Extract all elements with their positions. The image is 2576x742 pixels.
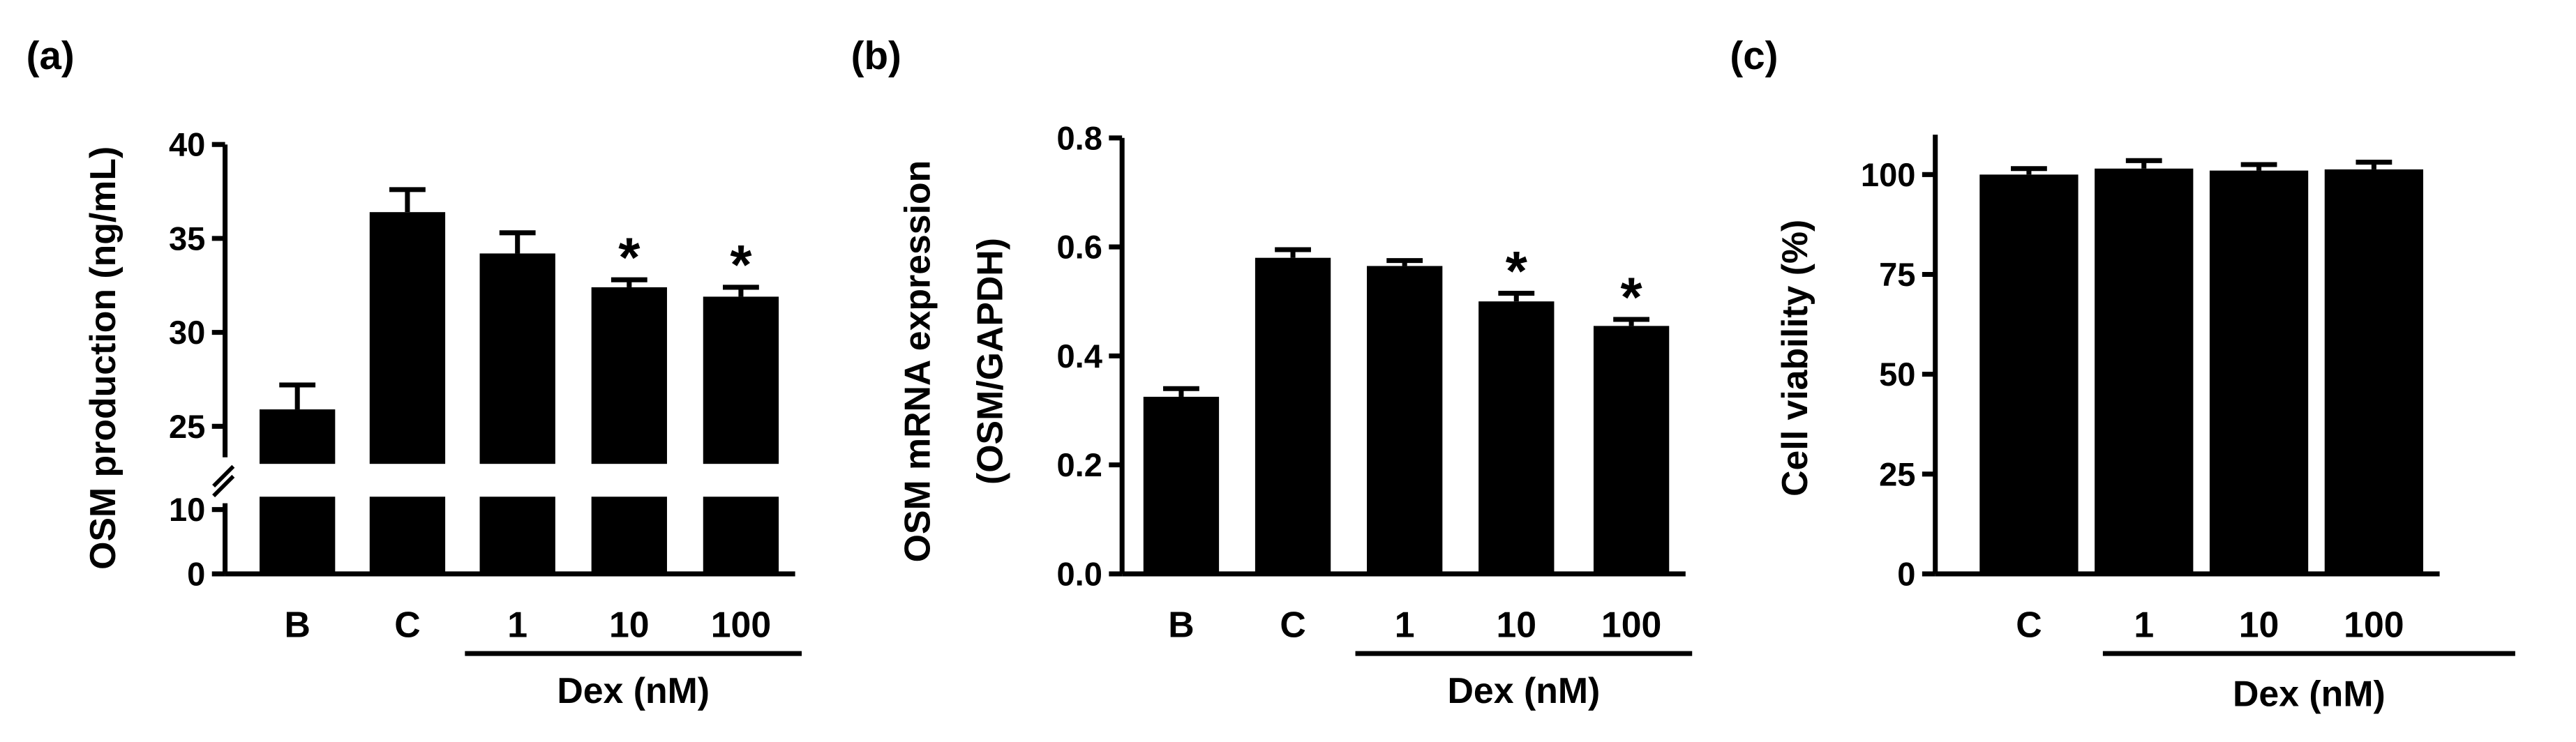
y-tick-label: 25 <box>169 408 205 445</box>
bar <box>1367 266 1443 574</box>
significance-marker: * <box>618 226 641 288</box>
group-label: Dex (nM) <box>1448 670 1601 711</box>
x-tick-label: 1 <box>507 605 527 645</box>
x-tick-label: C <box>394 605 420 645</box>
bar <box>703 497 779 574</box>
y-tick-label: 0 <box>187 555 205 592</box>
y-axis-label: (OSM/GAPDH) <box>969 238 1010 485</box>
bar <box>703 296 779 464</box>
x-tick-label: C <box>2016 605 2042 645</box>
y-tick-label: 75 <box>1879 256 1915 293</box>
y-tick-label: 0.2 <box>1056 446 1102 483</box>
x-tick-label: B <box>1168 605 1194 645</box>
x-tick-label: 10 <box>1496 605 1536 645</box>
x-tick-label: 1 <box>1395 605 1415 645</box>
bar <box>1593 326 1670 574</box>
axis-break-mark <box>212 474 235 498</box>
significance-marker: * <box>1621 266 1643 328</box>
y-tick-label: 50 <box>1879 356 1915 393</box>
y-tick-label: 0.8 <box>1056 119 1102 156</box>
y-tick-label: 35 <box>169 220 205 257</box>
bar <box>1979 174 2079 574</box>
bar <box>369 212 446 464</box>
significance-marker: * <box>730 234 752 296</box>
y-tick-label: 0 <box>1897 555 1915 592</box>
bar <box>2324 169 2424 574</box>
panel-label: (b) <box>851 33 901 77</box>
y-tick-label: 0.0 <box>1056 555 1102 592</box>
panel-label: (a) <box>27 33 75 77</box>
x-tick-label: 100 <box>711 605 771 645</box>
y-tick-label: 25 <box>1879 455 1915 492</box>
bar <box>1478 301 1555 574</box>
group-label: Dex (nM) <box>557 670 710 711</box>
y-axis-label: OSM mRNA expression <box>897 160 938 563</box>
bar <box>479 497 555 574</box>
y-tick-label: 100 <box>1861 156 1916 193</box>
x-tick-label: 10 <box>609 605 650 645</box>
bar <box>1255 257 1331 574</box>
y-tick-label: 0.4 <box>1056 338 1102 374</box>
y-tick-label: 30 <box>169 314 205 351</box>
y-tick-label: 10 <box>169 491 205 528</box>
group-label: Dex (nM) <box>2233 673 2386 713</box>
bar <box>1143 396 1220 574</box>
bar <box>479 253 555 464</box>
bar <box>591 497 667 574</box>
panel-label: (c) <box>1730 33 1778 77</box>
bar <box>2209 170 2309 574</box>
bar <box>260 409 336 464</box>
y-tick-label: 0.6 <box>1056 229 1102 266</box>
bar <box>260 497 336 574</box>
x-tick-label: 100 <box>2344 605 2404 645</box>
y-axis-label: OSM production (ng/mL) <box>82 146 123 570</box>
y-tick-label: 40 <box>169 126 205 163</box>
bar <box>369 497 446 574</box>
x-tick-label: 10 <box>2239 605 2279 645</box>
x-tick-label: 100 <box>1601 605 1661 645</box>
significance-marker: * <box>1506 240 1528 302</box>
axis-break-mark <box>212 464 235 487</box>
bar <box>2095 168 2194 574</box>
x-tick-label: 1 <box>2134 605 2154 645</box>
x-tick-label: B <box>284 605 310 645</box>
y-axis-label: Cell viability (%) <box>1774 220 1815 497</box>
bar <box>591 287 667 464</box>
x-tick-label: C <box>1280 605 1305 645</box>
